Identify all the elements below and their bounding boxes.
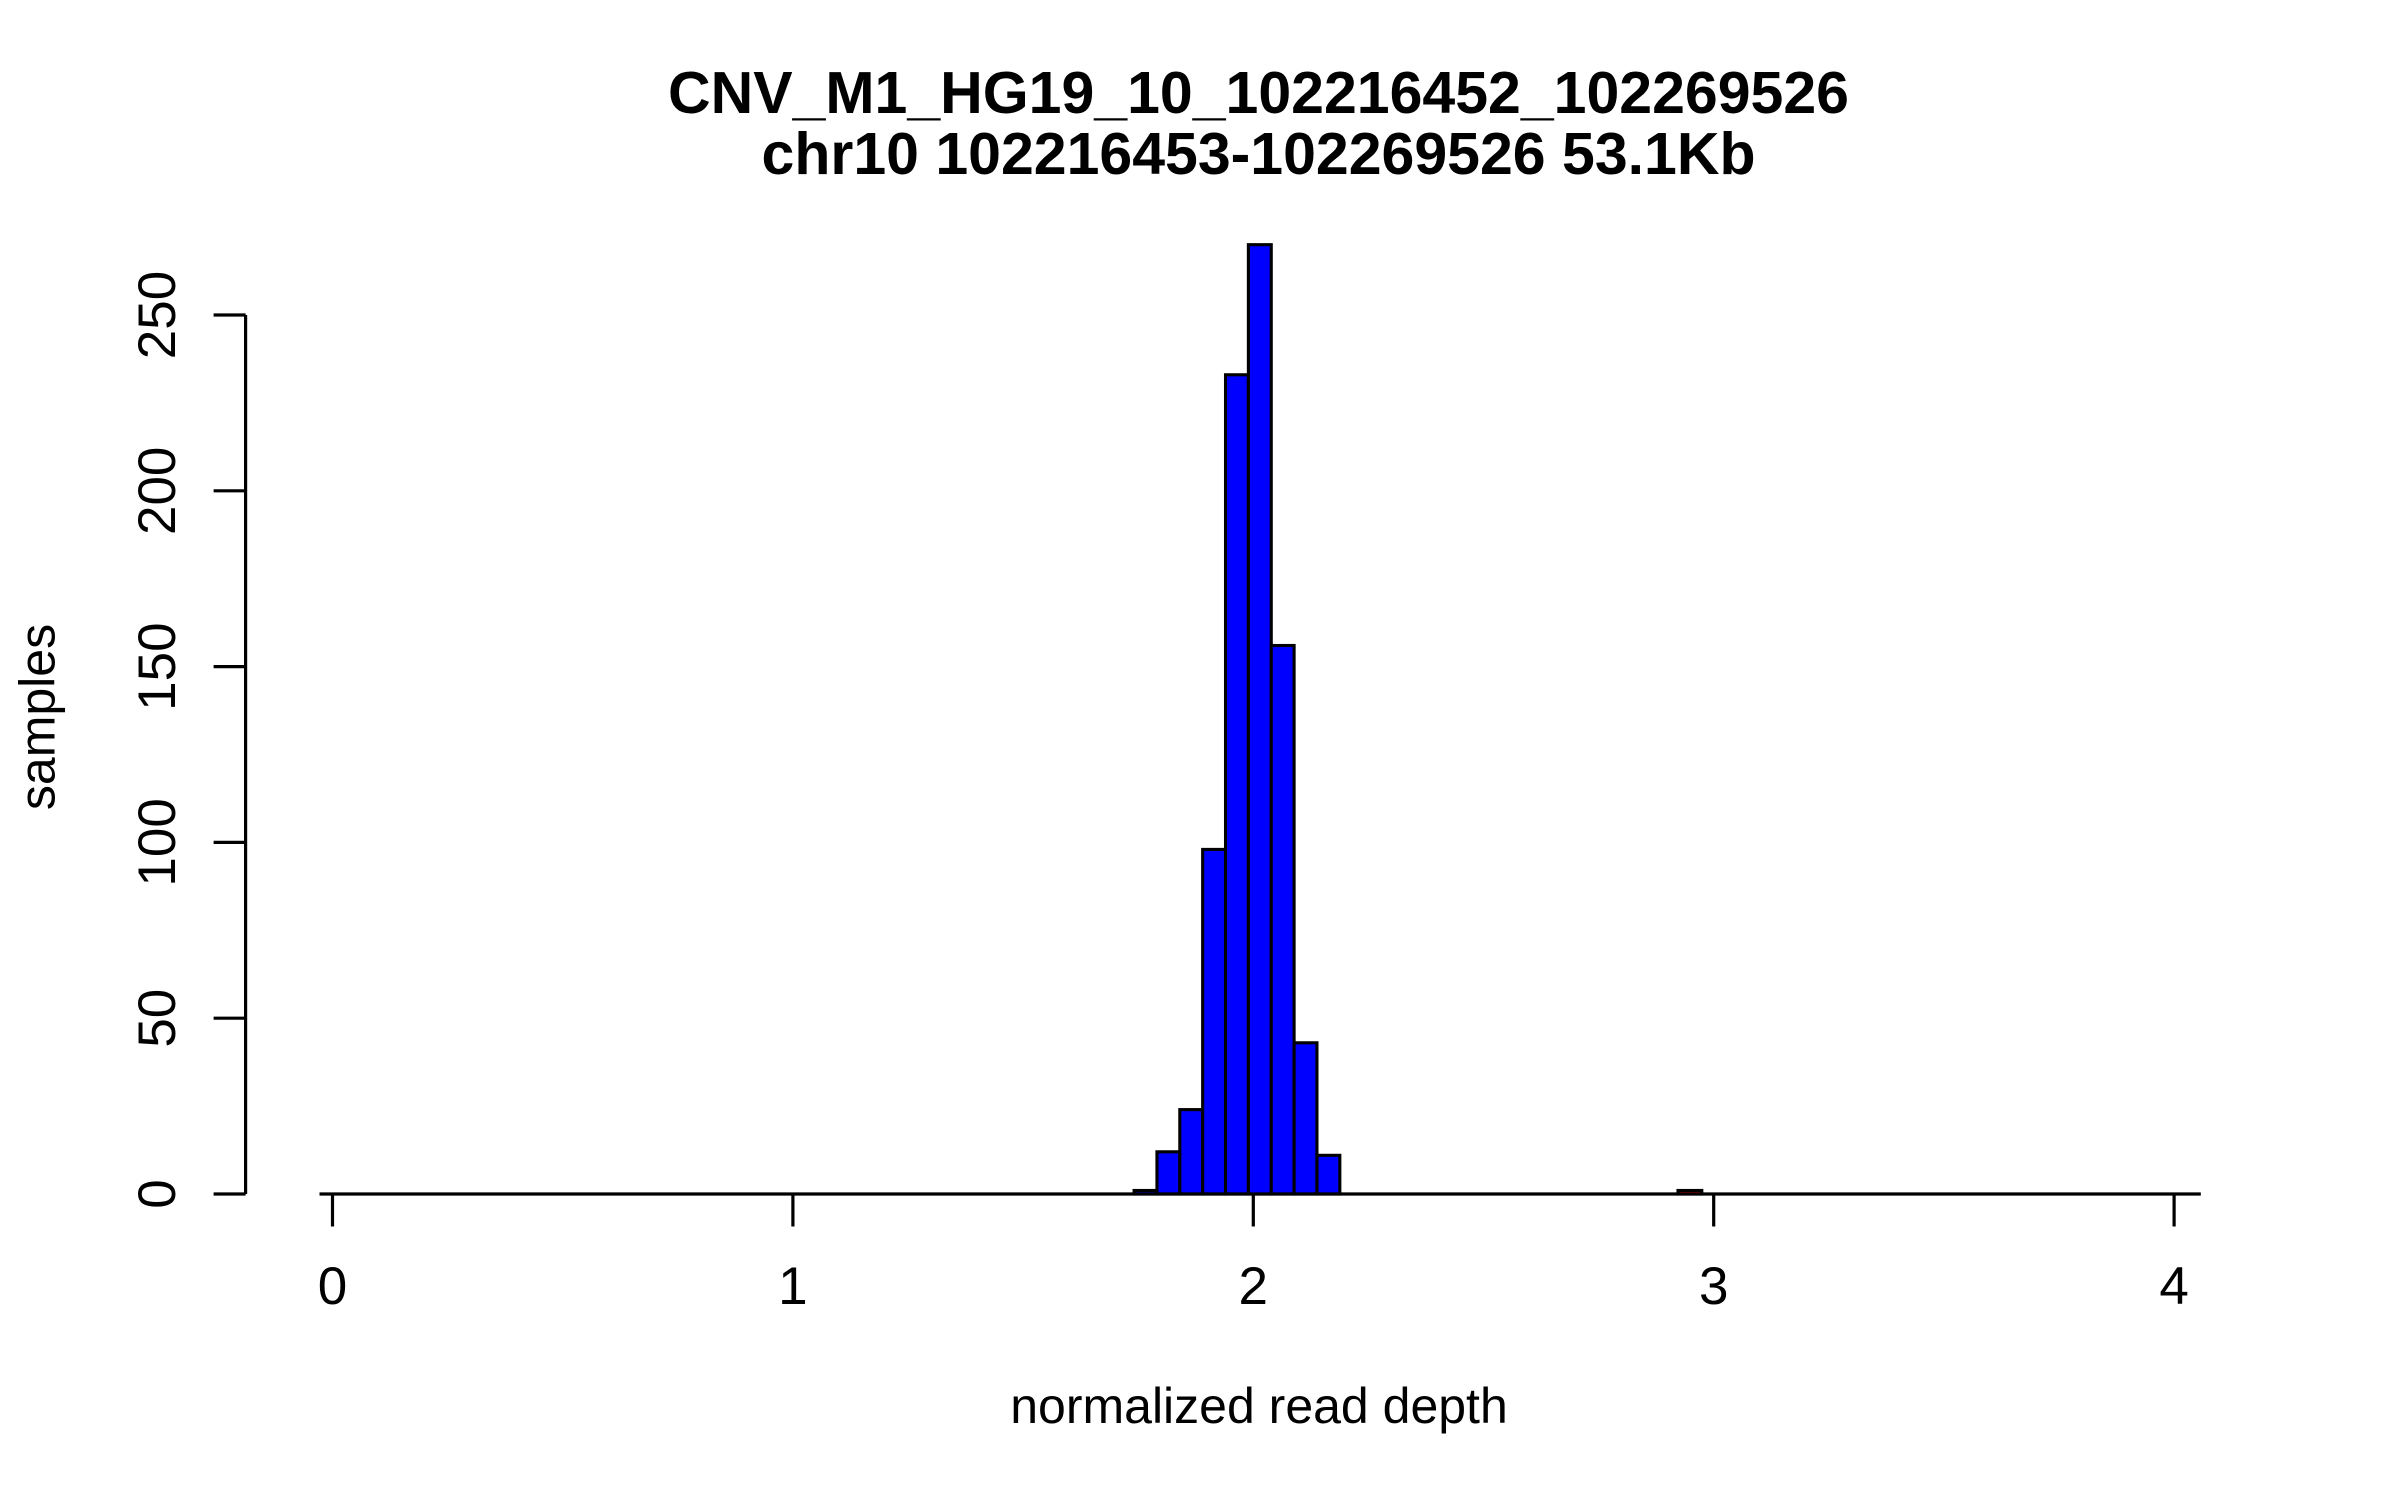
svg-text:0: 0 — [318, 1257, 347, 1316]
svg-text:1: 1 — [778, 1257, 807, 1316]
svg-text:2: 2 — [1239, 1257, 1268, 1316]
svg-text:CNV_M1_HG19_10_102216452_10226: CNV_M1_HG19_10_102216452_102269526 — [668, 60, 1849, 126]
svg-text:250: 250 — [128, 271, 187, 359]
svg-text:samples: samples — [9, 624, 65, 810]
svg-text:chr10 102216453-102269526 53.1: chr10 102216453-102269526 53.1Kb — [762, 121, 1756, 187]
svg-text:100: 100 — [128, 798, 187, 886]
svg-text:200: 200 — [128, 447, 187, 535]
svg-text:3: 3 — [1699, 1257, 1728, 1316]
svg-text:0: 0 — [128, 1179, 187, 1208]
svg-text:50: 50 — [128, 989, 187, 1048]
svg-text:normalized read depth: normalized read depth — [1010, 1378, 1508, 1434]
svg-text:4: 4 — [2159, 1257, 2188, 1316]
svg-text:150: 150 — [128, 622, 187, 710]
